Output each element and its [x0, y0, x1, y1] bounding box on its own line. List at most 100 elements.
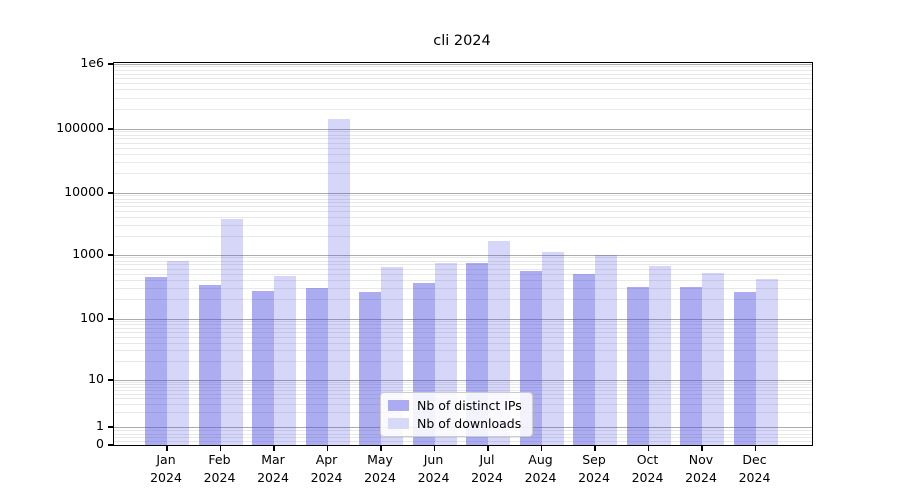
minor-gridline [114, 66, 812, 68]
minor-gridline [114, 224, 812, 226]
bar-nb-of-distinct-ips-may [359, 292, 381, 445]
bar-nb-of-downloads-nov [702, 272, 724, 445]
legend-swatch-distinct-ips [388, 400, 409, 411]
minor-gridline [114, 173, 812, 175]
bar-nb-of-downloads-jan [167, 260, 189, 445]
minor-gridline [114, 279, 812, 281]
minor-gridline [114, 440, 812, 442]
x-tick-mark [380, 446, 382, 451]
minor-gridline [114, 389, 812, 391]
major-gridline [114, 128, 812, 130]
minor-gridline [114, 384, 812, 386]
legend-swatch-downloads [388, 418, 409, 429]
y-tick-mark [108, 192, 113, 194]
minor-gridline [114, 142, 812, 144]
y-tick-label: 10000 [64, 184, 104, 199]
minor-gridline [114, 381, 812, 383]
minor-gridline [114, 147, 812, 149]
minor-gridline [114, 264, 812, 266]
x-tick-label-feb: Feb 2024 [203, 452, 236, 486]
minor-gridline [114, 97, 812, 99]
major-gridline [114, 379, 812, 381]
bar-nb-of-distinct-ips-jan [145, 277, 167, 445]
minor-gridline [114, 336, 812, 338]
minor-gridline [114, 77, 812, 79]
bar-nb-of-downloads-feb [220, 219, 243, 445]
y-tick-mark [108, 426, 113, 428]
bar-nb-of-downloads-apr [327, 118, 350, 445]
y-tick-mark [108, 63, 113, 65]
x-tick-mark [647, 446, 650, 451]
minor-gridline [114, 211, 812, 213]
legend-label-downloads: Nb of downloads [417, 416, 522, 431]
minor-gridline [114, 202, 812, 204]
x-tick-label-nov: Nov 2024 [685, 452, 717, 486]
minor-gridline [114, 361, 812, 363]
x-tick-mark [701, 446, 703, 451]
chart-title: cli 2024 [433, 33, 491, 49]
x-tick-label-aug: Aug 2024 [524, 452, 557, 486]
x-tick-label-jan: Jan 2024 [150, 452, 182, 486]
x-tick-mark [487, 446, 489, 451]
minor-gridline [114, 73, 812, 75]
minor-gridline [114, 324, 812, 326]
minor-gridline [114, 134, 812, 136]
minor-gridline [114, 260, 812, 262]
legend-item-distinct-ips: Nb of distinct IPs [388, 398, 522, 413]
minor-gridline [114, 299, 812, 301]
y-tick-label: 1e6 [80, 55, 104, 70]
y-tick-mark [108, 254, 113, 256]
bar-nb-of-downloads-sep [595, 255, 617, 445]
y-tick-label: 1 [96, 418, 104, 433]
minor-gridline [114, 321, 812, 323]
minor-gridline [114, 437, 812, 439]
bar-nb-of-distinct-ips-sep [573, 273, 595, 445]
minor-gridline [114, 83, 812, 85]
major-gridline [114, 254, 812, 256]
y-tick-label: 10 [88, 371, 104, 386]
y-tick-label: 1000 [72, 246, 104, 261]
legend-label-distinct-ips: Nb of distinct IPs [417, 398, 522, 413]
y-axis-labels: 0 1 10 100 1000 10000 100000 1e6 [0, 56, 104, 449]
bar-nb-of-distinct-ips-nov [680, 286, 702, 445]
major-gridline [114, 192, 812, 194]
x-tick-mark [326, 446, 329, 451]
bar-nb-of-distinct-ips-feb [198, 285, 221, 445]
y-tick-label: 0 [96, 436, 104, 451]
legend: Nb of distinct IPs Nb of downloads [380, 392, 533, 437]
minor-gridline [114, 386, 812, 388]
plot-area [108, 62, 813, 451]
minor-gridline [114, 108, 812, 110]
minor-gridline [114, 89, 812, 91]
x-axis-labels: Jan 2024 Feb 2024 Mar 2024 Apr 2024 May 2024… [113, 451, 811, 491]
minor-gridline [114, 287, 812, 289]
y-tick-label: 100000 [56, 120, 104, 135]
bar-nb-of-downloads-aug [541, 252, 564, 445]
x-tick-mark [273, 446, 275, 451]
minor-gridline [114, 69, 812, 71]
y-tick-mark [108, 444, 113, 446]
y-tick-mark [108, 379, 113, 381]
bar-nb-of-downloads-dec [755, 278, 778, 445]
x-tick-label-sep: Sep 2024 [578, 452, 610, 486]
bar-nb-of-distinct-ips-dec [733, 292, 756, 445]
minor-gridline [114, 153, 812, 155]
bar-nb-of-distinct-ips-mar [252, 291, 274, 445]
x-tick-mark [433, 446, 436, 451]
x-tick-label-apr: Apr 2024 [310, 452, 343, 486]
x-tick-mark [166, 446, 168, 451]
minor-gridline [114, 268, 812, 270]
major-gridline [114, 318, 812, 320]
major-gridline [114, 63, 812, 65]
x-tick-label-jun: Jun 2024 [417, 452, 450, 486]
bar-nb-of-downloads-mar [274, 275, 296, 445]
x-tick-label-mar: Mar 2024 [257, 452, 289, 486]
x-tick-mark [594, 446, 596, 451]
y-tick-mark [108, 128, 113, 130]
minor-gridline [114, 195, 812, 197]
x-tick-label-may: May 2024 [364, 452, 396, 486]
minor-gridline [114, 273, 812, 275]
x-tick-label-jul: Jul 2024 [471, 452, 503, 486]
x-tick-mark [540, 446, 543, 451]
legend-item-downloads: Nb of downloads [388, 416, 522, 431]
